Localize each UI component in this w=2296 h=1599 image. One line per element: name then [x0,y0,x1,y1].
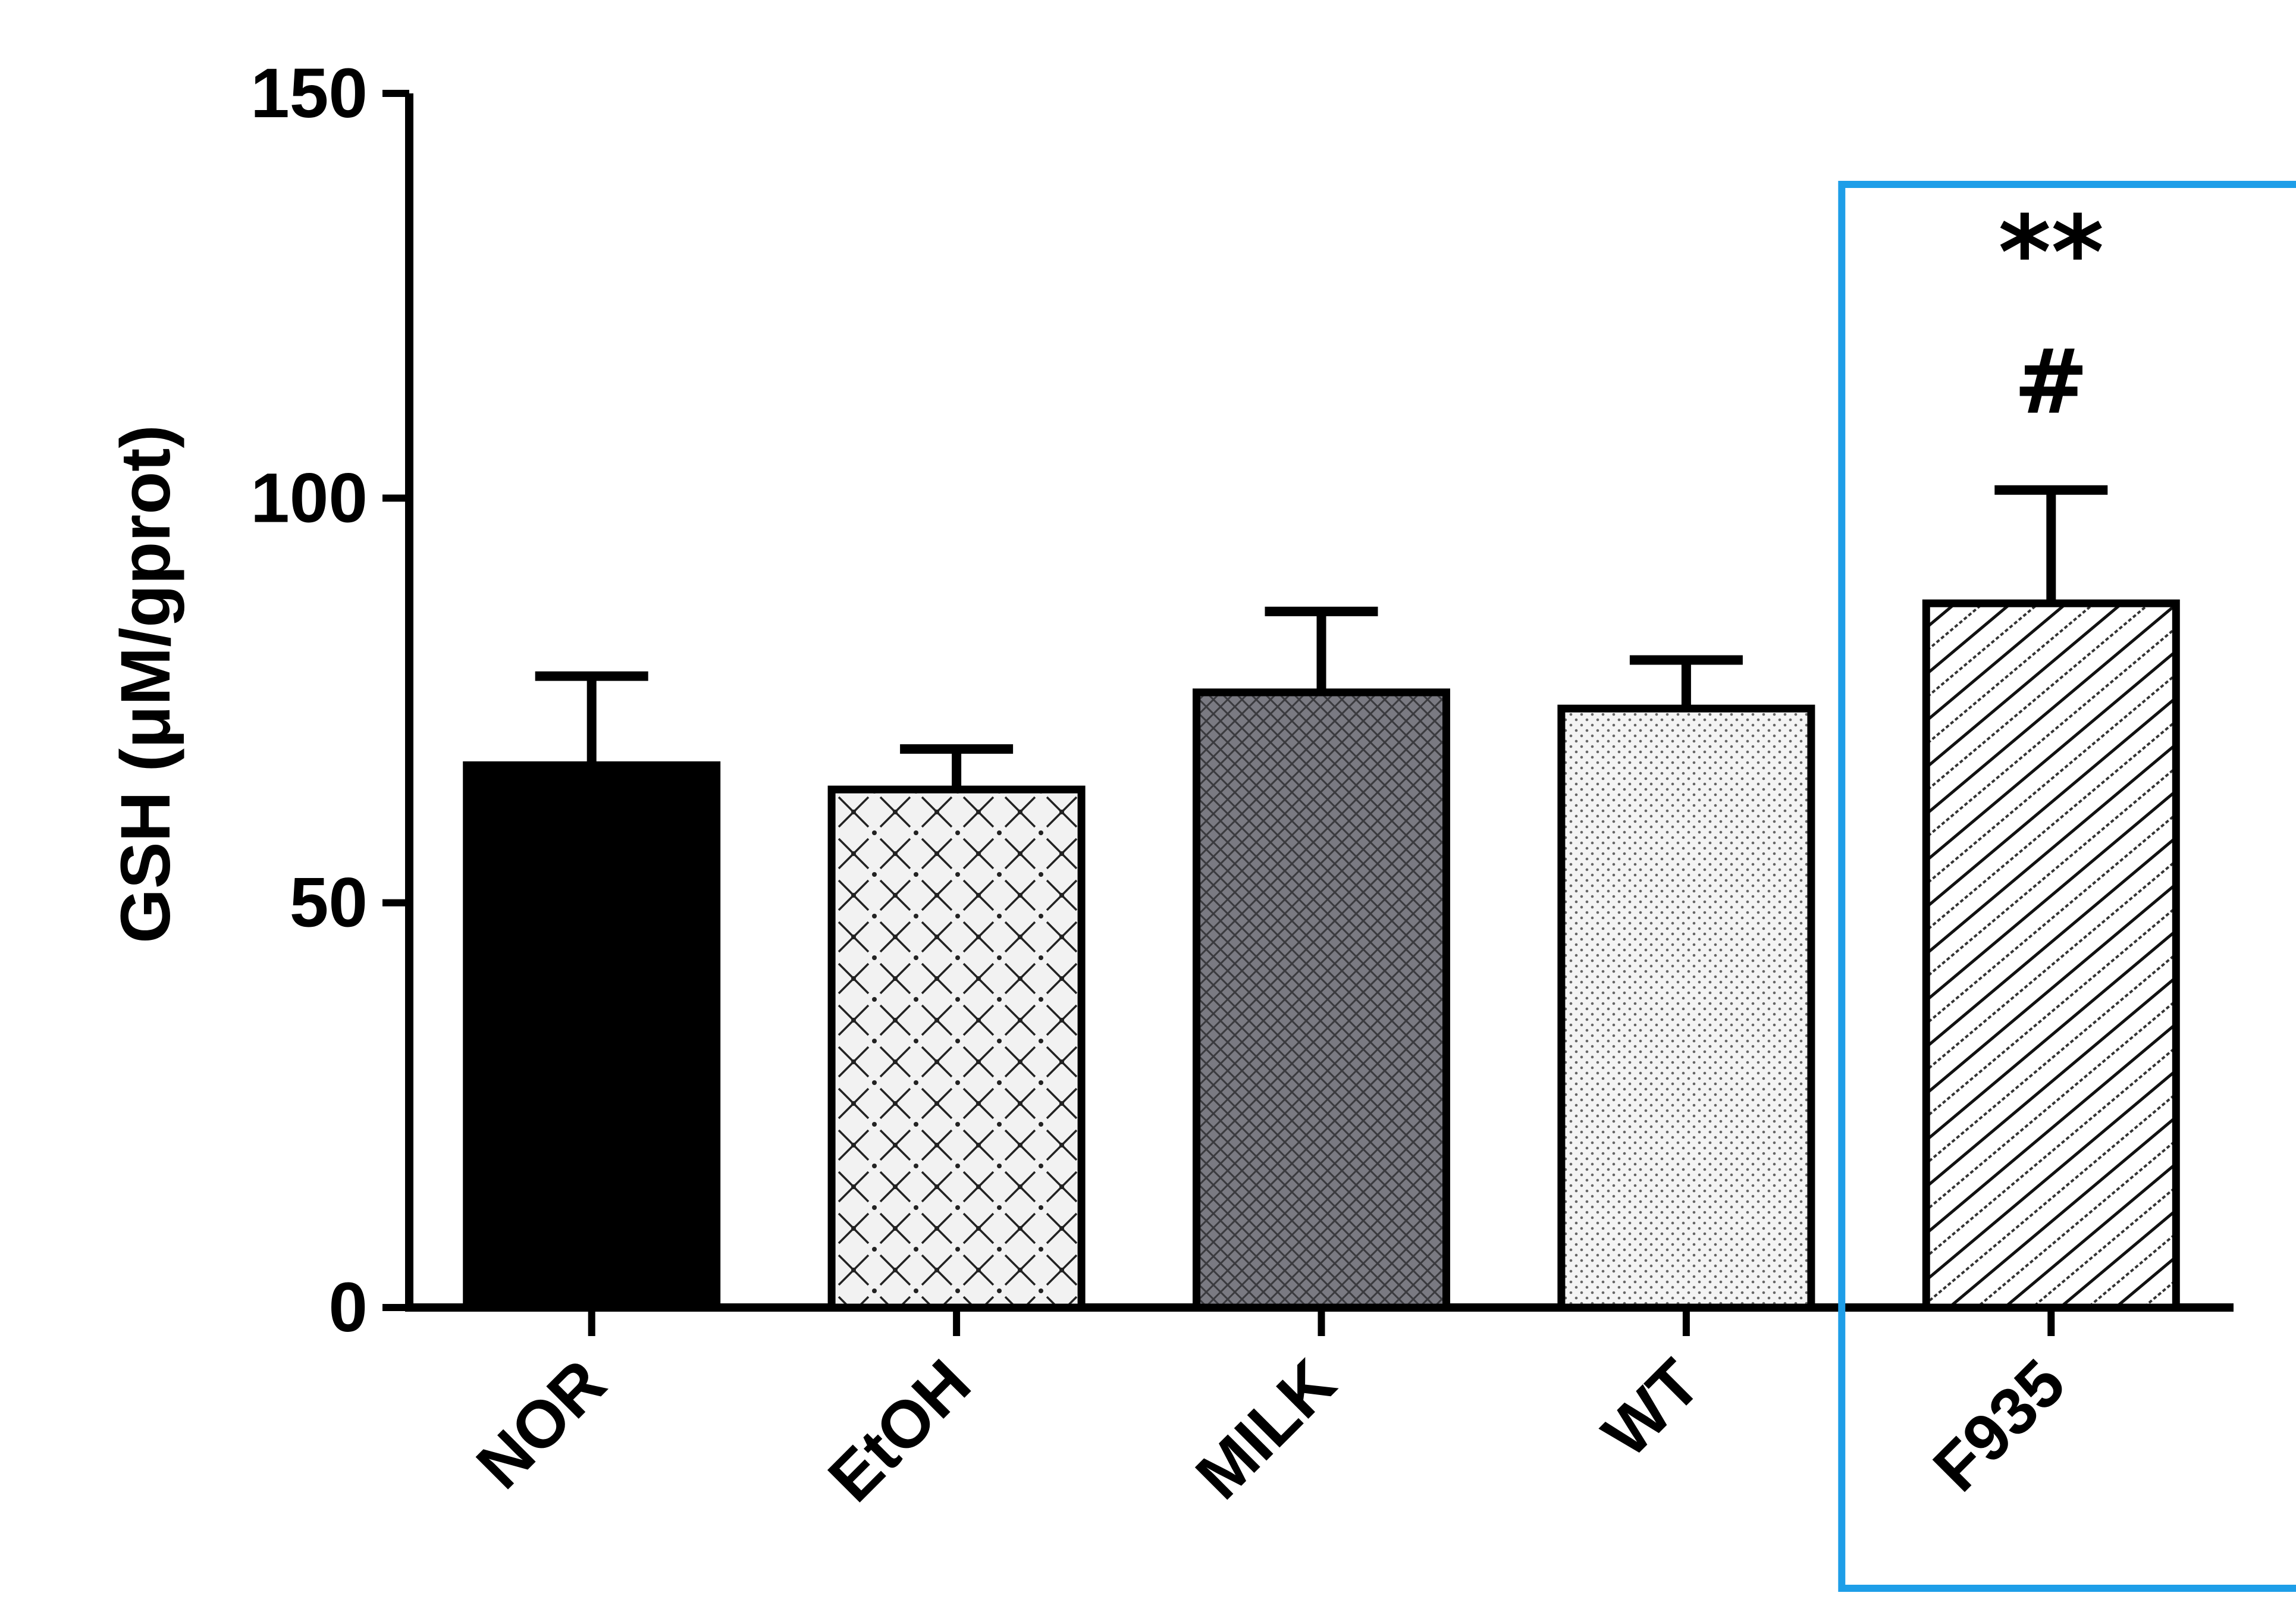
significance-annotation: # [2013,331,2088,434]
bar-f935 [1922,599,2180,1312]
x-tick-label-f935: F935 [1919,1346,2079,1506]
highlight-box [1838,181,2296,1592]
significance-annotation: ** [1998,195,2104,312]
bar-nor [463,761,721,1312]
x-tick-label-wt: WT [1588,1346,1714,1472]
y-axis-label: GSH (μM/gprot) [106,425,185,943]
y-tick-label: 0 [328,1268,368,1347]
y-tick-label: 100 [250,459,368,537]
bar-etoh [827,785,1086,1312]
bar-wt [1557,704,1815,1312]
x-tick-label-milk: MILK [1182,1346,1350,1513]
x-tick-label-nor: NOR [462,1346,619,1503]
bar-milk [1193,688,1450,1312]
y-tick-label: 150 [250,54,368,133]
x-tick-label-etoh: EtOH [814,1346,984,1516]
bars [463,485,2180,1312]
y-tick-label: 50 [290,864,368,942]
